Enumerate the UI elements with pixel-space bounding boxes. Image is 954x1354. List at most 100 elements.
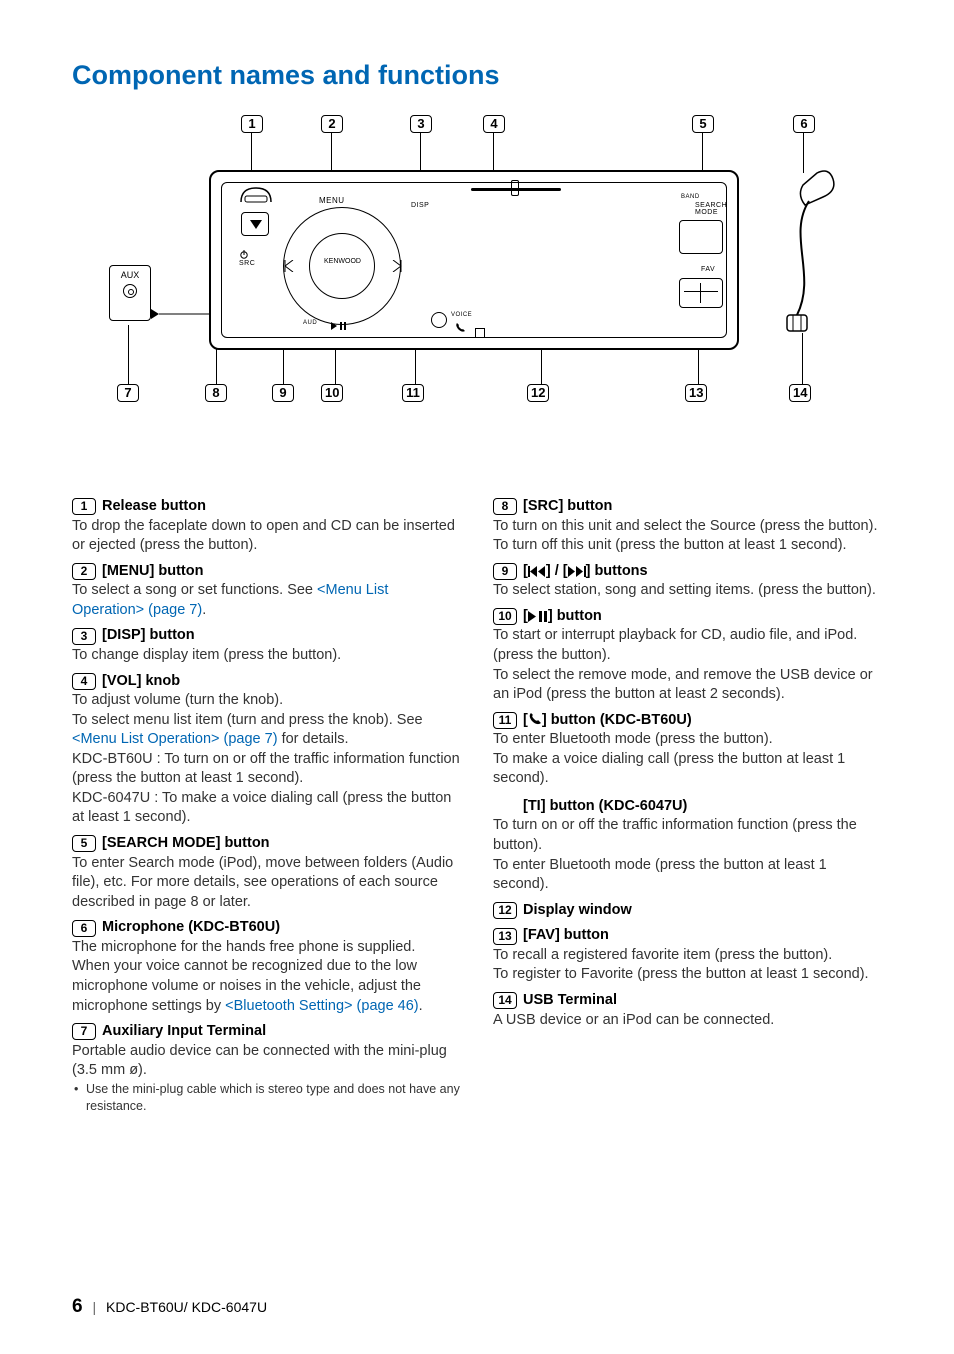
item-6: 6 Microphone (KDC-BT60U) The microphone f…: [72, 918, 461, 1016]
page-number: 6: [72, 1296, 83, 1317]
searchmode-label: SEARCH MODE: [695, 202, 727, 216]
desc-4c: KDC-BT60U : To turn on or off the traffi…: [72, 750, 461, 789]
bullet-7: Use the mini-plug cable which is stereo …: [72, 1081, 461, 1115]
callout-13: 13: [685, 384, 707, 402]
desc-8a: To turn on this unit and select the Sour…: [493, 517, 882, 537]
desc-11d: To enter Bluetooth mode (press the butto…: [493, 856, 882, 895]
desc-7: Portable audio device can be connected w…: [72, 1042, 461, 1081]
item-13: 13[FAV] button To recall a registered fa…: [493, 926, 882, 985]
item-12: 12 Display window: [493, 901, 882, 921]
right-column: 8 [SRC] button To turn on this unit and s…: [493, 495, 882, 1121]
device-diagram: 1 2 3 4 5 6 7 8 9 10 11 12 13 14 AUX: [117, 115, 837, 415]
desc-10b: To select the remove mode, and remove th…: [493, 666, 882, 705]
num-4: 4: [72, 673, 96, 690]
callout-14: 14: [789, 384, 811, 402]
prev-track-icon: [528, 566, 546, 577]
desc-11a: To enter Bluetooth mode (press the butto…: [493, 730, 882, 750]
callout-3: 3: [410, 115, 432, 133]
aux-label: AUX: [121, 270, 140, 280]
desc-11c: To turn on or off the traffic informatio…: [493, 816, 882, 855]
title-11-ti: [TI] button (KDC-6047U): [523, 797, 687, 817]
page-title: Component names and functions: [72, 60, 882, 91]
title-14: USB Terminal: [523, 991, 617, 1011]
num-10: 10: [493, 608, 517, 625]
item-9: 9 [] / [] buttons To select station, son…: [493, 562, 882, 601]
item-4: 4[VOL] knob To adjust volume (turn the k…: [72, 672, 461, 829]
eject-button: [241, 212, 269, 236]
next-mark: [391, 260, 405, 272]
num-9: 9: [493, 563, 517, 580]
num-12: 12: [493, 902, 517, 919]
title-12: Display window: [523, 901, 632, 921]
release-tab: [239, 186, 273, 206]
item-7: 7 Auxiliary Input Terminal Portable audio…: [72, 1022, 461, 1114]
footer-separator: |: [92, 1299, 96, 1315]
item-1: 1 Release button To drop the faceplate do…: [72, 497, 461, 556]
phone-mark: [455, 322, 467, 334]
item-14: 14USB Terminal A USB device or an iPod c…: [493, 991, 882, 1030]
display-area: [485, 232, 705, 322]
voice-hole: [431, 312, 447, 328]
callout-9: 9: [272, 384, 294, 402]
desc-13b: To register to Favorite (press the butto…: [493, 965, 882, 985]
callout-2: 2: [321, 115, 343, 133]
desc-4b: To select menu list item (turn and press…: [72, 711, 461, 750]
callout-10: 10: [321, 384, 343, 402]
desc-6a: The microphone for the hands free phone …: [72, 938, 461, 958]
callout-5: 5: [692, 115, 714, 133]
num-3: 3: [72, 628, 96, 645]
callout-1: 1: [241, 115, 263, 133]
title-6: Microphone (KDC-BT60U): [102, 918, 280, 938]
footer-models: KDC-BT60U/ KDC-6047U: [106, 1299, 267, 1315]
num-8: 8: [493, 498, 517, 515]
title-2: [MENU] button: [102, 562, 203, 582]
title-7: Auxiliary Input Terminal: [102, 1022, 266, 1042]
item-11: 11 [] button (KDC-BT60U) To enter Blueto…: [493, 711, 882, 895]
cd-slot-guide: [511, 180, 519, 196]
device-body: SRC MENU KENWOOD AUD DISP VOICE BAND: [209, 170, 739, 350]
item-5: 5[SEARCH MODE] button To enter Search mo…: [72, 834, 461, 912]
num-5: 5: [72, 835, 96, 852]
num-7: 7: [72, 1023, 96, 1040]
title-10: [] button: [523, 607, 602, 627]
next-track-icon: [568, 566, 586, 577]
item-2: 2[MENU] button To select a song or set f…: [72, 562, 461, 621]
num-1: 1: [72, 498, 96, 515]
link-menu-list-2[interactable]: <Menu List Operation> (page 7): [72, 731, 278, 747]
item-10: 10 [] button To start or interrupt playb…: [493, 607, 882, 705]
title-11: [] button (KDC-BT60U): [523, 711, 692, 731]
page-footer: 6 | KDC-BT60U/ KDC-6047U: [72, 1296, 267, 1318]
num-13: 13: [493, 928, 517, 945]
menu-label: MENU: [319, 196, 345, 205]
play-pause-mark: [331, 322, 349, 330]
desc-10a: To start or interrupt playback for CD, a…: [493, 626, 882, 665]
callout-6: 6: [793, 115, 815, 133]
num-6: 6: [72, 920, 96, 937]
play-pause-icon: [528, 611, 548, 622]
desc-1: To drop the faceplate down to open and C…: [72, 517, 461, 556]
callout-4: 4: [483, 115, 505, 133]
title-13: [FAV] button: [523, 926, 609, 946]
aux-terminal: AUX: [109, 265, 151, 321]
title-4: [VOL] knob: [102, 672, 180, 692]
title-9: [] / [] buttons: [523, 562, 648, 582]
num-11: 11: [493, 712, 517, 729]
callout-12: 12: [527, 384, 549, 402]
desc-14: A USB device or an iPod can be connected…: [493, 1011, 882, 1031]
desc-8b: To turn off this unit (press the button …: [493, 536, 882, 556]
callout-7: 7: [117, 384, 139, 402]
title-8: [SRC] button: [523, 497, 612, 517]
kenwood-label: KENWOOD: [324, 258, 361, 265]
callout-11: 11: [402, 384, 424, 402]
link-bluetooth-setting[interactable]: <Bluetooth Setting> (page 46): [225, 998, 418, 1014]
title-3: [DISP] button: [102, 626, 195, 646]
src-label: SRC: [239, 260, 255, 267]
fav-button: [679, 278, 723, 308]
title-1: Release button: [102, 497, 206, 517]
searchmode-button: [679, 220, 723, 254]
prev-mark: [281, 260, 295, 272]
voice-label: VOICE: [451, 312, 472, 318]
content-columns: 1 Release button To drop the faceplate do…: [72, 495, 882, 1121]
title-5: [SEARCH MODE] button: [102, 834, 270, 854]
vol-knob: [309, 233, 375, 299]
